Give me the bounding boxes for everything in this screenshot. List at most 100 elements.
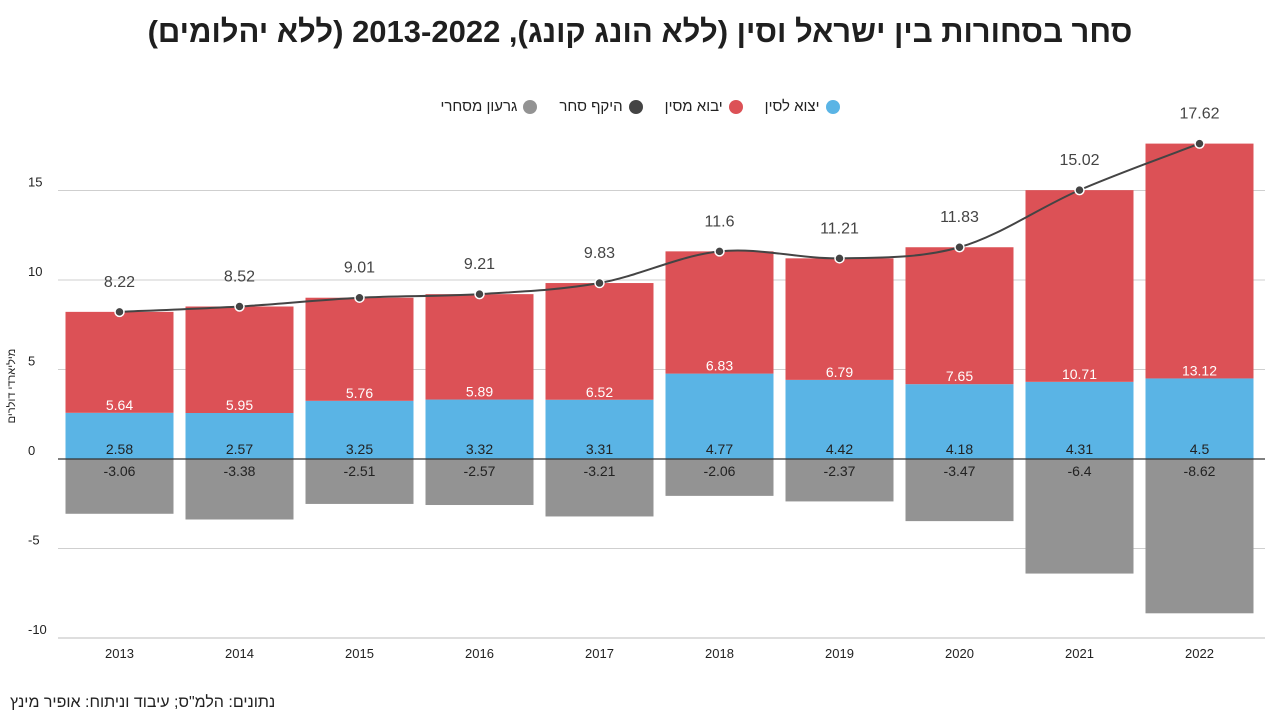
bar-exports (785, 379, 894, 459)
y-tick-label: 0 (28, 443, 35, 458)
bar-deficit (905, 459, 1014, 522)
y-tick-label: 10 (28, 264, 42, 279)
x-tick-label: 2022 (1185, 646, 1214, 661)
bar-exports (665, 373, 774, 459)
point-volume (354, 292, 365, 303)
bar-exports (65, 412, 174, 459)
bar-exports (185, 412, 294, 459)
data-label-deficit: -2.51 (344, 463, 376, 479)
bar-imports (65, 311, 174, 413)
data-label-volume: 11.6 (705, 213, 735, 230)
y-tick-label: -10 (28, 622, 47, 637)
bar-imports (665, 251, 774, 374)
data-label-imports: 5.64 (106, 397, 133, 413)
legend-swatch-volume (628, 99, 643, 114)
bar-imports (1025, 190, 1134, 382)
bar-deficit (545, 459, 654, 517)
x-tick-label: 2020 (945, 646, 974, 661)
point-volume (474, 288, 485, 300)
chart-legend: יצוא לסין יבוא מסין היקף סחר גרעון מסחרי (0, 98, 1280, 115)
data-label-imports: 7.65 (946, 368, 973, 384)
data-label-exports: 2.57 (226, 441, 253, 457)
y-tick-label: 5 (28, 354, 35, 369)
bar-imports (905, 247, 1014, 385)
bar-imports (785, 258, 894, 380)
legend-label-imports: יבוא מסין (664, 98, 723, 115)
data-label-volume: 15.02 (1059, 152, 1099, 169)
data-label-exports: 3.31 (586, 441, 613, 457)
legend-swatch-exports (825, 99, 840, 114)
point-volume (834, 253, 845, 264)
y-tick-label: -5 (28, 533, 40, 548)
bar-deficit (425, 459, 534, 506)
x-tick-label: 2016 (465, 646, 494, 661)
data-label-volume: 8.52 (224, 268, 255, 285)
line-volume (119, 142, 1200, 313)
data-label-imports: 13.12 (1182, 362, 1217, 378)
legend-item-imports: יבוא מסין (665, 98, 743, 115)
legend-item-deficit: גרעון מסחרי (441, 98, 538, 115)
data-label-exports: 4.77 (706, 441, 733, 457)
bar-exports (425, 399, 534, 459)
source-note: נתונים: הלמ"ס; עיבוד וניתוח: אופיר מינץ (10, 694, 276, 711)
point-volume (714, 246, 725, 257)
data-label-exports: 2.58 (106, 441, 133, 457)
bar-exports (905, 384, 1014, 459)
point-volume (594, 277, 605, 289)
data-label-imports: 6.83 (706, 358, 733, 374)
bar-exports (545, 399, 654, 459)
chart-plot: -10 -5 0 5 10 15 2.58 5.64 -3.06 8.22 2013 2.57 5.95… (28, 106, 1265, 661)
x-tick-label: 2018 (705, 646, 734, 661)
legend-item-exports: יצוא לסין (765, 98, 840, 115)
point-volume (1074, 184, 1085, 196)
point-volume (1194, 138, 1205, 149)
bar-deficit (185, 459, 294, 520)
bar-deficit (785, 459, 894, 502)
legend-label-exports: יצוא לסין (764, 98, 820, 115)
x-tick-label: 2015 (345, 646, 374, 661)
legend-label-volume: היקף סחר (559, 98, 623, 115)
data-label-deficit: -3.06 (104, 463, 136, 479)
data-label-deficit: -2.57 (464, 463, 496, 479)
data-label-exports: 4.31 (1066, 441, 1093, 457)
legend-label-deficit: גרעון מסחרי (440, 98, 518, 115)
data-label-deficit: -3.21 (584, 463, 616, 479)
data-label-exports: 3.32 (466, 441, 493, 457)
bar-deficit (1025, 459, 1134, 574)
bar-imports (185, 306, 294, 413)
legend-swatch-deficit (523, 99, 538, 114)
x-tick-label: 2019 (825, 646, 854, 661)
data-label-imports: 10.71 (1062, 366, 1097, 382)
bar-exports (1145, 378, 1254, 459)
bar-imports (425, 294, 534, 400)
data-label-volume: 9.21 (464, 256, 495, 273)
data-label-imports: 5.95 (226, 397, 253, 413)
y-tick-label: 15 (28, 175, 42, 190)
data-label-volume: 9.83 (584, 245, 615, 262)
data-label-imports: 5.76 (346, 385, 373, 401)
data-label-deficit: -2.37 (824, 463, 856, 479)
data-label-exports: 4.18 (946, 441, 973, 457)
bar-exports (1025, 381, 1134, 459)
data-label-exports: 4.5 (1190, 441, 1210, 457)
x-tick-label: 2017 (585, 646, 614, 661)
data-label-imports: 6.52 (586, 384, 613, 400)
data-label-imports: 6.79 (826, 364, 853, 380)
data-label-volume: 9.01 (344, 260, 375, 277)
point-volume (234, 301, 245, 312)
bar-imports (305, 297, 414, 401)
data-label-imports: 5.89 (466, 384, 493, 400)
x-tick-label: 2014 (225, 646, 254, 661)
point-volume (954, 241, 965, 253)
data-label-volume: 11.21 (820, 220, 859, 237)
bar-deficit (65, 459, 174, 514)
data-label-deficit: -6.4 (1067, 463, 1091, 479)
data-label-exports: 4.42 (826, 441, 853, 457)
bar-imports (545, 283, 654, 400)
data-label-deficit: -8.62 (1184, 463, 1216, 479)
data-label-deficit: -3.38 (224, 463, 256, 479)
data-label-deficit: -2.06 (704, 463, 736, 479)
data-label-volume: 11.83 (940, 209, 979, 226)
bar-deficit (305, 459, 414, 504)
x-tick-label: 2013 (105, 646, 134, 661)
